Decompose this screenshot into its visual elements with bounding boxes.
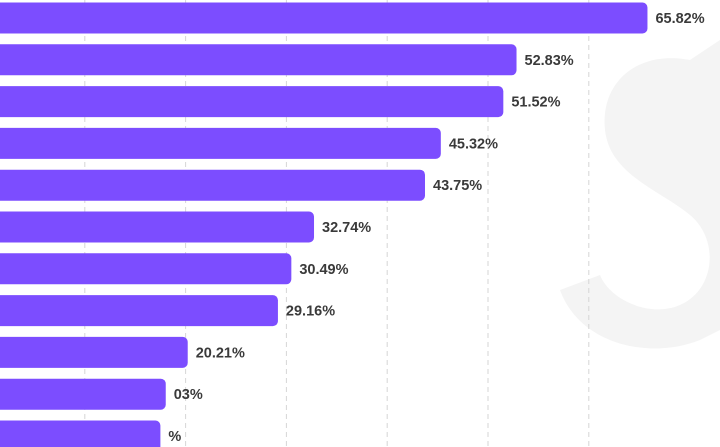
bar-2	[0, 44, 517, 76]
bar-value-label-1: 65.82%	[655, 11, 704, 27]
bar-5	[0, 169, 425, 201]
bar-value-label-7: 30.49%	[299, 262, 348, 278]
bar-value-label-11: %	[168, 429, 181, 445]
bar-value-label-9: 20.21%	[196, 345, 245, 361]
bar-value-label-5: 43.75%	[433, 178, 482, 194]
bar-value-label-8: 29.16%	[286, 304, 335, 320]
bar-1	[0, 2, 648, 34]
bar-4	[0, 127, 441, 159]
watermark-shape	[560, 40, 720, 349]
bar-9	[0, 336, 188, 368]
bar-value-label-3: 51.52%	[511, 95, 560, 111]
bar-series	[0, 2, 648, 447]
bar-value-label-4: 45.32%	[449, 136, 498, 152]
bar-3	[0, 86, 504, 118]
watermark-logo	[560, 40, 720, 349]
bar-value-label-6: 32.74%	[322, 220, 371, 236]
bar-10	[0, 378, 166, 410]
bar-11	[0, 420, 161, 447]
bar-8	[0, 295, 278, 327]
bar-6	[0, 211, 315, 243]
bar-value-label-2: 52.83%	[525, 53, 574, 69]
bar-value-label-10: 03%	[174, 387, 203, 403]
value-labels: 65.82% 52.83% 51.52% 45.32% 43.75% 32.74% 30.4…	[168, 11, 704, 445]
bar-7	[0, 253, 292, 285]
